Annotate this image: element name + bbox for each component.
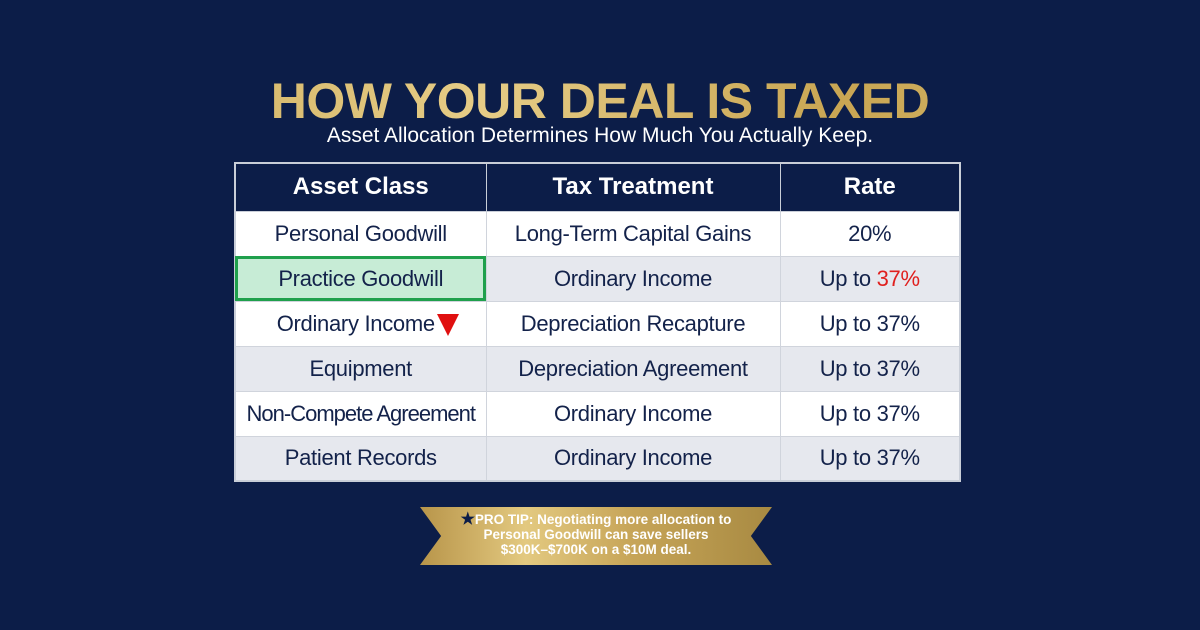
rate-cell: Up to 37% [779, 345, 961, 392]
tip-line-1: ★PRO TIP: Negotiating more allocation to [420, 511, 772, 528]
treatment-cell: Ordinary Income [485, 255, 781, 302]
asset-cell-highlighted: Practice Goodwill [234, 255, 487, 302]
rate-cell: Up to 37% [779, 300, 961, 347]
treatment-cell: Ordinary Income [485, 435, 781, 482]
rate-value: 37% [876, 355, 920, 381]
treatment-cell: Depreciation Agreement [485, 345, 781, 392]
asset-label: Ordinary Income [276, 310, 435, 336]
pro-tip-ribbon: ★PRO TIP: Negotiating more allocation to… [420, 507, 772, 565]
tax-table: Asset Class Tax Treatment Rate Personal … [234, 162, 961, 482]
table-row: Non-Compete Agreement Ordinary Income Up… [234, 390, 961, 437]
rate-value-alert: 37% [876, 265, 920, 291]
rate-prefix: Up to [819, 355, 877, 381]
rate-value: 20% [848, 220, 892, 246]
table-row: Patient Records Ordinary Income Up to 37… [234, 435, 961, 482]
star-icon: ★ [460, 511, 475, 528]
rate-prefix: Up to [819, 265, 877, 291]
table-row: Equipment Depreciation Agreement Up to 3… [234, 345, 961, 392]
page-subtitle: Asset Allocation Determines How Much You… [326, 124, 874, 147]
table-header: Asset Class Tax Treatment Rate [234, 162, 961, 212]
treatment-cell: Ordinary Income [485, 390, 781, 437]
header-rate: Rate [779, 162, 961, 212]
rate-value: 37% [876, 310, 920, 336]
rate-value: 37% [876, 400, 920, 426]
tip-line-2: Personal Goodwill can save sellers [483, 527, 709, 542]
table-row: Ordinary Income Depreciation Recapture U… [234, 300, 961, 347]
rate-cell: Up to 37% [779, 435, 961, 482]
header-asset-class: Asset Class [234, 162, 487, 212]
asset-cell: Personal Goodwill [234, 210, 487, 257]
rate-prefix: Up to [819, 445, 877, 471]
header-tax-treatment: Tax Treatment [485, 162, 781, 212]
tip-line-3: $300K–$700K on a $10M deal. [500, 542, 692, 557]
treatment-cell: Depreciation Recapture [485, 300, 781, 347]
rate-prefix: Up to [819, 400, 877, 426]
rate-prefix: Up to [819, 310, 877, 336]
asset-cell: Equipment [234, 345, 487, 392]
page-title: HOW YOUR DEAL IS TAXED [0, 72, 1200, 130]
asset-cell: Patient Records [234, 435, 487, 482]
treatment-cell: Long-Term Capital Gains [485, 210, 781, 257]
asset-cell: Ordinary Income [234, 300, 487, 347]
rate-cell: Up to 37% [779, 255, 961, 302]
asset-cell: Non-Compete Agreement [234, 390, 487, 437]
table-row: Practice Goodwill Ordinary Income Up to … [234, 255, 961, 302]
rate-cell: Up to 37% [779, 390, 961, 437]
rate-cell: 20% [779, 210, 961, 257]
table-row: Personal Goodwill Long-Term Capital Gain… [234, 210, 961, 257]
down-triangle-icon [436, 313, 459, 336]
rate-value: 37% [876, 445, 920, 471]
tip-text: PRO TIP: Negotiating more allocation to [474, 512, 732, 527]
